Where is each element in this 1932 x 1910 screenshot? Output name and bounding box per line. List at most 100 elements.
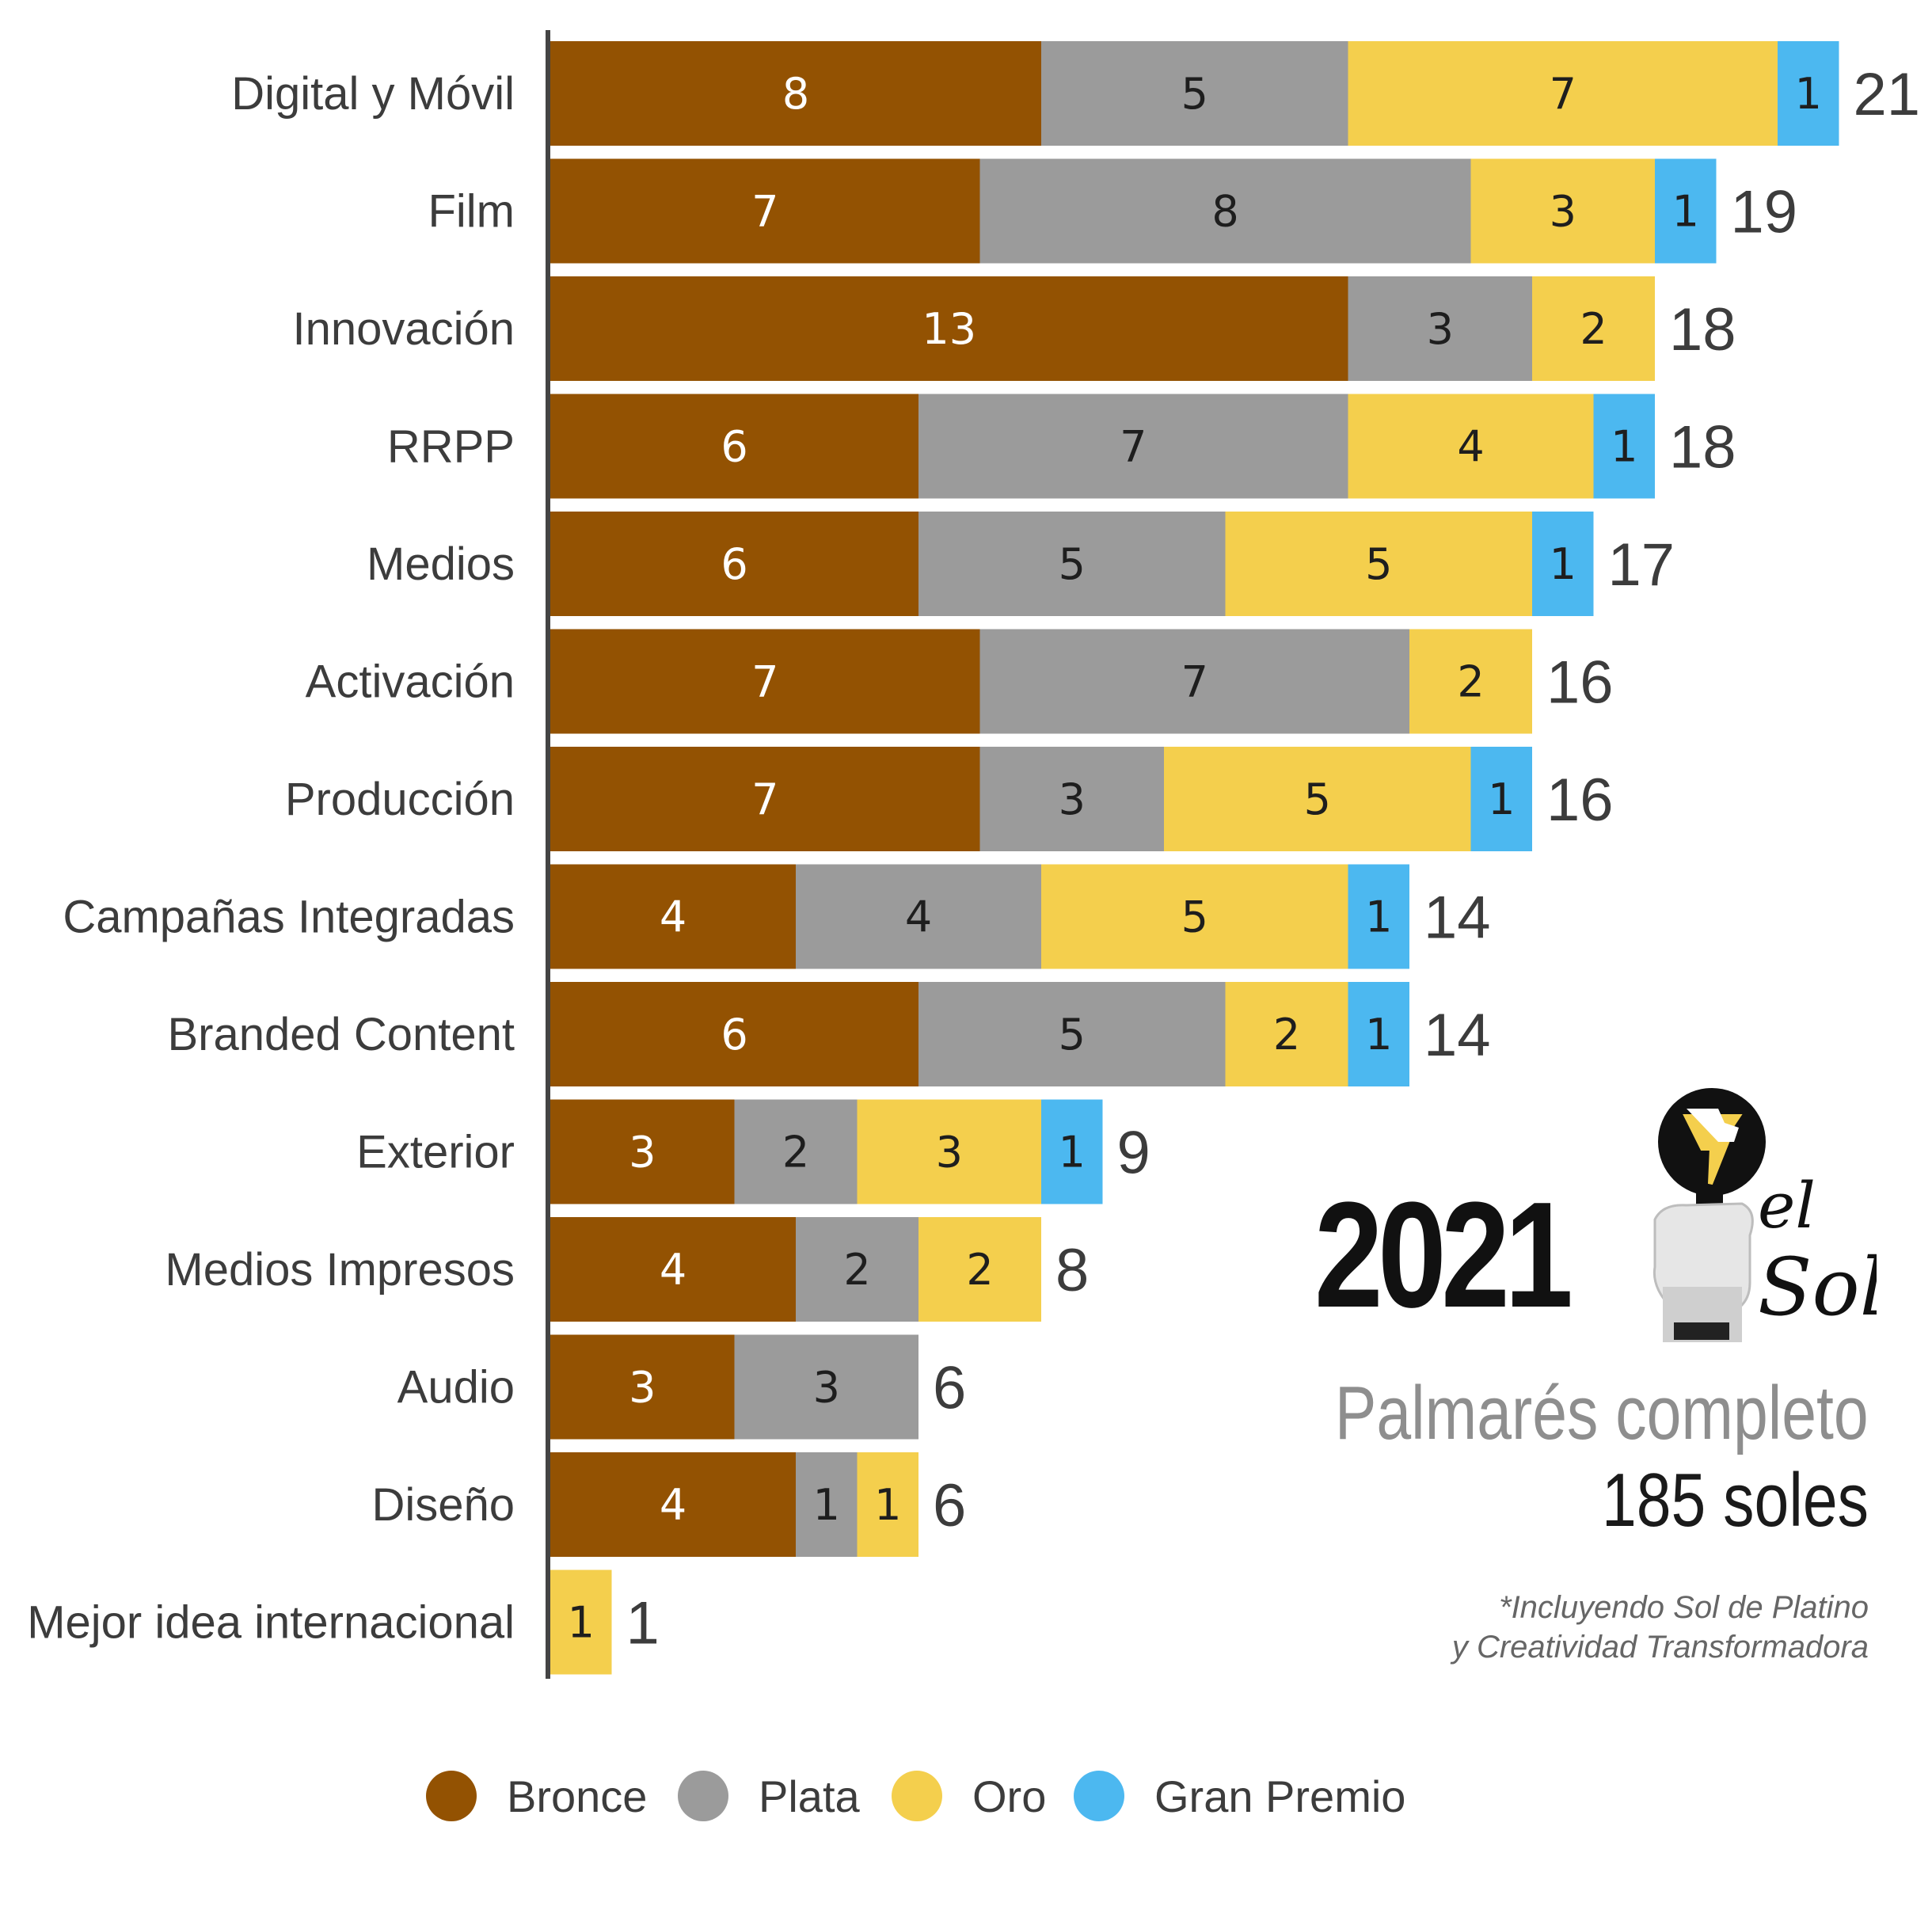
category-labels: Digital y Móvil Film Innovación RRPP Medios A… bbox=[27, 68, 515, 1649]
value-label-campanas-integradas-bronce: 4 bbox=[660, 892, 686, 942]
bar-activacion-bronce bbox=[550, 629, 980, 734]
legend-marker-bronce bbox=[426, 1771, 477, 1821]
value-label-branded-content-gran-premio: 1 bbox=[1365, 1010, 1392, 1060]
value-label-medios-plata: 5 bbox=[1059, 539, 1086, 589]
brand-block: 2021 el Sol Palmarés completo 185 soles … bbox=[1299, 1085, 1884, 1687]
value-label-film-bronce: 7 bbox=[751, 187, 778, 237]
value-label-exterior-gran-premio: 1 bbox=[1059, 1128, 1086, 1178]
value-label-activacion-oro: 2 bbox=[1457, 657, 1484, 707]
bar-exterior-plata bbox=[734, 1099, 858, 1204]
total-label-audio: 6 bbox=[933, 1355, 966, 1422]
bar-branded-content-gran-premio bbox=[1348, 982, 1409, 1086]
bar-film-gran-premio bbox=[1655, 158, 1717, 264]
bar-exterior-oro bbox=[857, 1099, 1041, 1204]
value-label-medios-gran-premio: 1 bbox=[1550, 539, 1576, 589]
value-label-activacion-plata: 7 bbox=[1181, 657, 1208, 707]
bar-mejor-idea-internacional-oro bbox=[550, 1569, 612, 1675]
value-label-digital-y-movil-plata: 5 bbox=[1181, 69, 1208, 119]
total-label-innovacion: 18 bbox=[1669, 296, 1736, 363]
category-label-audio: Audio bbox=[397, 1362, 515, 1413]
brand-note-line-1: *Incluyendo Sol de Platino bbox=[1499, 1590, 1869, 1625]
category-label-mejor-idea-internacional: Mejor idea internacional bbox=[27, 1597, 515, 1649]
total-label-mejor-idea-internacional: 1 bbox=[626, 1590, 660, 1657]
brand-subtitle: Palmarés completo bbox=[1335, 1371, 1869, 1455]
total-label-branded-content: 14 bbox=[1424, 1002, 1491, 1069]
bar-branded-content-oro bbox=[1225, 982, 1348, 1086]
bar-audio-plata bbox=[734, 1334, 918, 1440]
category-label-innovacion: Innovación bbox=[292, 303, 515, 355]
value-label-digital-y-movil-oro: 7 bbox=[1550, 69, 1576, 119]
value-label-digital-y-movil-bronce: 8 bbox=[782, 69, 809, 119]
bar-exterior-gran-premio bbox=[1041, 1099, 1103, 1204]
legend-label-bronce: Bronce bbox=[507, 1771, 647, 1821]
total-label-film: 19 bbox=[1731, 179, 1798, 246]
bar-exterior-bronce bbox=[550, 1099, 735, 1204]
bar-campanas-integradas-oro bbox=[1041, 864, 1348, 969]
bar-medios-impresos-bronce bbox=[550, 1217, 796, 1322]
bar-film-oro bbox=[1470, 158, 1655, 264]
value-label-branded-content-plata: 5 bbox=[1059, 1010, 1086, 1060]
bar-digital-y-movil-bronce bbox=[550, 41, 1041, 146]
value-label-branded-content-oro: 2 bbox=[1273, 1010, 1300, 1060]
value-label-activacion-bronce: 7 bbox=[751, 657, 778, 707]
bar-rrpp-plata bbox=[918, 394, 1348, 499]
bar-medios-plata bbox=[918, 512, 1226, 616]
value-label-medios-bronce: 6 bbox=[721, 539, 747, 589]
value-label-branded-content-bronce: 6 bbox=[721, 1010, 747, 1060]
value-label-rrpp-plata: 7 bbox=[1120, 422, 1147, 472]
value-label-rrpp-gran-premio: 1 bbox=[1611, 422, 1637, 472]
category-label-branded-content: Branded Content bbox=[167, 1009, 515, 1060]
legend-marker-plata bbox=[678, 1771, 728, 1821]
bar-innovacion-bronce bbox=[550, 276, 1348, 381]
brand-note: *Incluyendo Sol de Platino y Creatividad… bbox=[1452, 1588, 1869, 1667]
category-label-film: Film bbox=[428, 186, 515, 238]
bar-medios-gran-premio bbox=[1532, 512, 1594, 616]
bar-diseno-oro bbox=[857, 1452, 918, 1557]
bar-rrpp-bronce bbox=[550, 394, 918, 499]
brand-count: 185 soles bbox=[1602, 1458, 1869, 1543]
value-label-produccion-gran-premio: 1 bbox=[1488, 774, 1515, 824]
bar-medios-impresos-plata bbox=[796, 1217, 918, 1322]
value-label-film-gran-premio: 1 bbox=[1672, 187, 1699, 237]
legend-label-oro: Oro bbox=[972, 1771, 1046, 1821]
value-label-audio-bronce: 3 bbox=[629, 1363, 656, 1413]
category-label-medios: Medios bbox=[367, 538, 515, 590]
fist-holding-sun-trophy-icon: el Sol bbox=[1652, 1088, 1877, 1342]
bar-branded-content-bronce bbox=[550, 982, 918, 1086]
category-label-medios-impresos: Medios Impresos bbox=[165, 1244, 515, 1296]
value-label-diseno-plata: 1 bbox=[813, 1480, 840, 1530]
logo-text-el: el bbox=[1758, 1169, 1816, 1242]
logo-text-sol: Sol bbox=[1758, 1241, 1877, 1334]
value-label-medios-oro: 5 bbox=[1365, 539, 1392, 589]
brand-year: 2021 bbox=[1314, 1171, 1573, 1339]
value-label-film-plata: 8 bbox=[1211, 187, 1238, 237]
total-label-rrpp: 18 bbox=[1669, 414, 1736, 481]
legend-marker-gran-premio bbox=[1074, 1771, 1124, 1821]
value-label-rrpp-oro: 4 bbox=[1457, 422, 1484, 472]
value-label-campanas-integradas-oro: 5 bbox=[1181, 892, 1208, 942]
legend-label-gran-premio: Gran Premio bbox=[1154, 1771, 1405, 1821]
legend-marker-oro bbox=[892, 1771, 942, 1821]
value-label-medios-impresos-bronce: 4 bbox=[660, 1245, 686, 1295]
category-label-activacion: Activación bbox=[306, 656, 515, 708]
bar-campanas-integradas-gran-premio bbox=[1348, 864, 1409, 969]
category-label-rrpp: RRPP bbox=[387, 421, 515, 473]
total-label-activacion: 16 bbox=[1546, 649, 1614, 717]
bar-branded-content-plata bbox=[918, 982, 1226, 1086]
bar-film-plata bbox=[979, 158, 1471, 264]
bar-campanas-integradas-bronce bbox=[550, 864, 796, 969]
value-label-innovacion-bronce: 13 bbox=[922, 304, 976, 354]
value-label-diseno-oro: 1 bbox=[874, 1480, 901, 1530]
value-label-produccion-oro: 5 bbox=[1304, 774, 1331, 824]
value-label-mejor-idea-internacional-oro: 1 bbox=[568, 1598, 595, 1648]
value-label-medios-impresos-plata: 2 bbox=[843, 1245, 870, 1295]
value-label-film-oro: 3 bbox=[1550, 187, 1576, 237]
value-label-medios-impresos-oro: 2 bbox=[966, 1245, 993, 1295]
bar-innovacion-oro bbox=[1532, 276, 1655, 381]
value-label-exterior-oro: 3 bbox=[936, 1128, 963, 1178]
bar-produccion-oro bbox=[1164, 747, 1471, 851]
value-label-diseno-bronce: 4 bbox=[660, 1480, 686, 1530]
brand-note-line-2: y Creatividad Transformadora bbox=[1451, 1630, 1869, 1665]
bar-campanas-integradas-plata bbox=[796, 864, 1041, 969]
